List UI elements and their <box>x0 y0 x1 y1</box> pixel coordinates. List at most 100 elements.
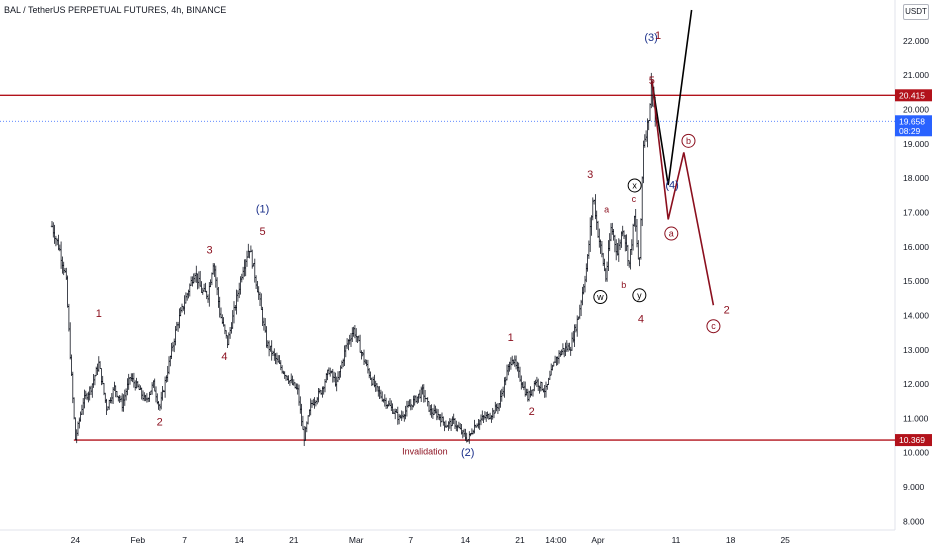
ohlc-bar <box>196 273 199 290</box>
wave-label: 3 <box>587 169 593 181</box>
ohlc-bar <box>429 404 432 416</box>
ohlc-bar <box>439 414 442 427</box>
ohlc-bar <box>496 403 500 414</box>
price-axis[interactable]: 22.000 21.000 20.000 19.000 18.000 17.000 16.0… <box>903 36 929 526</box>
ohlc-bar <box>113 381 116 391</box>
ohlc-bar <box>344 344 347 358</box>
ohlc-bar <box>514 355 518 370</box>
ohlc-bars <box>50 72 657 447</box>
ohlc-bar <box>538 385 541 394</box>
ohlc-bar <box>300 403 303 427</box>
ohlc-bar <box>574 324 578 333</box>
wave-label-text: w <box>596 292 604 302</box>
ohlc-bar <box>87 391 90 403</box>
ohlc-bar <box>520 375 523 390</box>
ohlc-bar <box>191 276 194 287</box>
ohlc-bar <box>473 419 476 434</box>
wave-label-text: b <box>686 136 691 146</box>
ohlc-bar <box>166 365 169 382</box>
ohlc-bar <box>173 338 176 353</box>
ohlc-bar <box>335 376 338 392</box>
ohlc-bar <box>336 371 340 383</box>
ohlc-bar <box>231 310 234 329</box>
ohlc-bar <box>121 393 124 412</box>
ohlc-bar <box>481 410 484 421</box>
ohlc-bar <box>189 276 193 287</box>
ohlc-bar <box>139 385 142 391</box>
wave-label-circled: y <box>632 288 647 303</box>
time-tick-label: 14 <box>461 535 471 545</box>
time-tick-label: 14:00 <box>545 535 567 545</box>
ohlc-bar <box>141 390 145 401</box>
ohlc-bar <box>306 415 310 425</box>
ohlc-bar <box>56 238 59 246</box>
ohlc-bar <box>262 317 266 331</box>
ohlc-bar <box>215 277 219 296</box>
ohlc-bar <box>187 289 190 299</box>
ohlc-bar <box>284 374 288 381</box>
ohlc-bar <box>448 418 451 429</box>
ohlc-bar <box>438 414 441 421</box>
time-axis[interactable]: 24 Feb 7 14 21 Mar 7 14 21 14:00 Apr 11 18 25 <box>71 535 791 545</box>
wave-label: 2 <box>724 305 730 317</box>
ohlc-bar <box>254 275 258 289</box>
ohlc-bar <box>607 240 610 271</box>
ohlc-bar <box>339 365 342 378</box>
ohlc-bar <box>604 267 607 282</box>
ohlc-bar <box>145 393 149 403</box>
ohlc-bar <box>108 399 111 410</box>
ohlc-bar <box>326 369 329 381</box>
ohlc-bar <box>208 282 211 307</box>
ohlc-bar <box>427 401 431 412</box>
ohlc-bar <box>599 239 602 254</box>
ohlc-bar <box>257 286 260 300</box>
price-tick-label: 9.000 <box>903 482 925 492</box>
ohlc-bar <box>407 400 410 408</box>
ohlc-bar <box>260 293 263 310</box>
ohlc-bar <box>313 397 316 409</box>
ohlc-bar <box>377 386 380 397</box>
ohlc-bar <box>507 364 510 376</box>
ohlc-bar <box>58 244 61 252</box>
time-tick-label: 14 <box>234 535 244 545</box>
price-tick-label: 11.000 <box>903 413 929 423</box>
ohlc-bar <box>503 377 506 398</box>
wave-circle <box>681 133 696 148</box>
price-tick-label: 14.000 <box>903 310 929 320</box>
ohlc-bar <box>100 368 103 386</box>
currency-button[interactable]: USDT <box>903 4 929 20</box>
ohlc-bar <box>401 411 405 419</box>
ohlc-bar <box>316 396 319 405</box>
ohlc-bar <box>431 408 435 419</box>
ohlc-bar <box>590 215 593 236</box>
ohlc-bar <box>171 341 175 352</box>
ohlc-bar <box>163 376 167 398</box>
ohlc-bar <box>642 140 645 184</box>
ohlc-bar <box>504 376 507 386</box>
corrective-path <box>651 80 715 306</box>
ohlc-bar <box>374 380 377 392</box>
ohlc-bar <box>553 355 557 363</box>
ohlc-bar <box>170 342 173 359</box>
ohlc-bar <box>118 395 121 403</box>
ohlc-bar <box>63 267 67 273</box>
ohlc-bar <box>74 417 77 440</box>
ohlc-bar <box>342 358 345 368</box>
ohlc-bar <box>362 349 366 366</box>
ohlc-bar <box>301 415 305 431</box>
ohlc-bar <box>563 348 566 358</box>
ohlc-bar <box>62 261 65 276</box>
ohlc-bar <box>613 234 617 253</box>
ohlc-bar <box>126 378 129 396</box>
time-tick-label: 7 <box>408 535 413 545</box>
ohlc-bar <box>96 363 99 376</box>
ohlc-bar <box>132 372 136 388</box>
tag-text: 08:29 <box>899 126 921 136</box>
ohlc-bar <box>123 389 126 406</box>
ohlc-bar <box>105 398 108 415</box>
wave-label: 2 <box>157 416 163 428</box>
ohlc-bar <box>485 412 488 422</box>
tag-text: 19.658 <box>899 116 925 126</box>
